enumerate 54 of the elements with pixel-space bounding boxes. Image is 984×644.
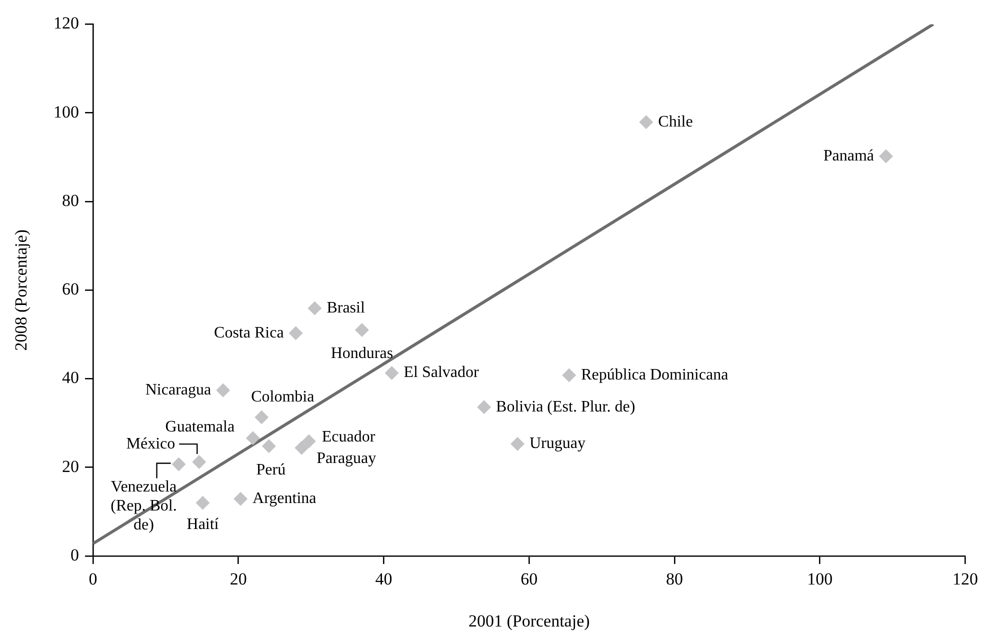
x-tick-label: 40 bbox=[375, 570, 392, 589]
point bbox=[196, 496, 210, 510]
point bbox=[246, 431, 260, 446]
point bbox=[879, 149, 894, 164]
annotation: Bolivia (Est. Plur. de) bbox=[496, 398, 636, 416]
point bbox=[308, 301, 322, 316]
x-tick-label: 20 bbox=[230, 570, 247, 589]
point bbox=[288, 326, 303, 340]
annotation: Haití bbox=[186, 516, 220, 534]
x-tick-label: 120 bbox=[952, 570, 978, 589]
point bbox=[262, 439, 276, 454]
point bbox=[354, 322, 369, 337]
annotation: Paraguay bbox=[316, 450, 376, 468]
annotation: Brasil bbox=[326, 299, 366, 316]
annotation: Guatemala bbox=[165, 418, 235, 436]
point bbox=[384, 366, 399, 380]
y-tick-label: 80 bbox=[62, 190, 79, 210]
annotation: Venezuela (Rep. Bol. de) bbox=[110, 478, 177, 534]
annotation: Argentina bbox=[252, 490, 316, 508]
point bbox=[477, 400, 492, 414]
annotation: Uruguay bbox=[529, 435, 586, 452]
y-tick-label: 0 bbox=[70, 545, 79, 564]
annotation: Nicaragua bbox=[145, 381, 212, 398]
x-axis-title: 2001 (Porcentaje) bbox=[468, 611, 590, 630]
x-tick-label: 100 bbox=[807, 570, 833, 589]
y-tick-label: 60 bbox=[62, 280, 79, 299]
y-tick-label: 100 bbox=[54, 102, 79, 122]
y-tick-label: 120 bbox=[54, 14, 79, 33]
point bbox=[216, 383, 230, 398]
annotation: Chile bbox=[658, 113, 693, 130]
x-tick-label: 0 bbox=[88, 570, 98, 589]
x-tick-label: 60 bbox=[520, 570, 538, 589]
point bbox=[302, 434, 316, 448]
point bbox=[639, 115, 654, 130]
point bbox=[172, 457, 186, 472]
annotation: Honduras bbox=[330, 345, 394, 362]
annotation: Colombia bbox=[251, 388, 314, 406]
x-tick-label: 80 bbox=[666, 570, 683, 589]
annotation: Ecuador bbox=[322, 428, 376, 446]
y-tick-label: 20 bbox=[62, 456, 79, 476]
annotation: México bbox=[126, 435, 176, 452]
point bbox=[234, 492, 248, 506]
point bbox=[192, 455, 206, 470]
y-axis-title: 2008 (Porcentaje) bbox=[12, 229, 31, 351]
annotation: El Salvador bbox=[404, 364, 480, 382]
y-tick-label: 40 bbox=[62, 368, 79, 388]
point bbox=[294, 440, 309, 455]
annotation: Panamá bbox=[823, 147, 874, 164]
point bbox=[254, 410, 269, 424]
annotation: Perú bbox=[256, 461, 286, 478]
point bbox=[562, 368, 576, 382]
annotation: Costa Rica bbox=[214, 324, 284, 342]
annotation: República Dominicana bbox=[581, 366, 728, 384]
point bbox=[510, 436, 524, 451]
